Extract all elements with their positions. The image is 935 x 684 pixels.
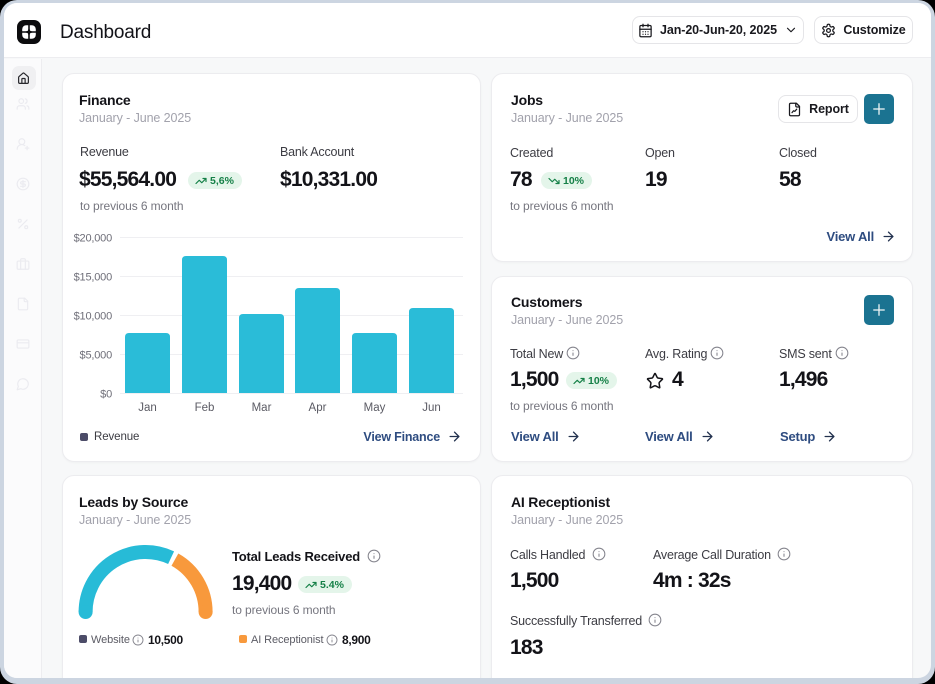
svg-text:$15,000: $15,000: [74, 272, 112, 284]
svg-text:$0: $0: [100, 389, 112, 401]
svg-text:$10,000: $10,000: [74, 311, 112, 323]
svg-text:Feb: Feb: [195, 402, 215, 414]
svg-text:Jun: Jun: [422, 402, 441, 414]
svg-text:$5,000: $5,000: [80, 350, 113, 362]
svg-text:Apr: Apr: [309, 402, 327, 414]
svg-text:$20,000: $20,000: [74, 233, 112, 245]
svg-text:Mar: Mar: [252, 402, 272, 414]
svg-text:May: May: [364, 402, 386, 414]
svg-text:Jan: Jan: [138, 402, 157, 414]
